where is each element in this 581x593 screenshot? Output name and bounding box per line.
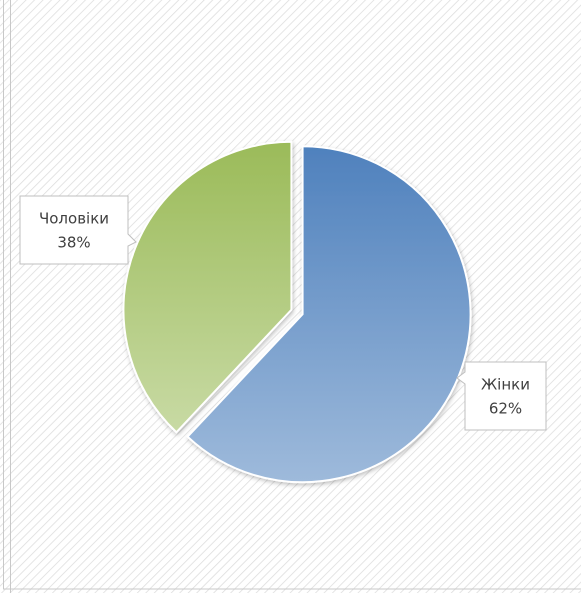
slice-label: Жінки — [481, 376, 530, 394]
pie-slice — [122, 140, 293, 434]
slice-value-label: 62% — [489, 400, 522, 418]
labels: Жінки 62% Чоловіки 38% — [19, 195, 547, 431]
pie — [122, 140, 472, 484]
slice-value-label: 38% — [57, 234, 90, 252]
slice-label: Чоловіки — [39, 210, 109, 228]
label-box — [456, 361, 547, 431]
pie-slice — [186, 145, 472, 484]
chart-border — [3, 0, 581, 590]
label-box — [19, 195, 137, 265]
